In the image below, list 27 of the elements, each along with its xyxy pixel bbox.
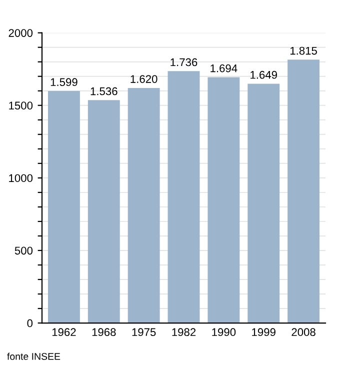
bar — [128, 88, 160, 324]
bar — [288, 60, 320, 324]
data-label: 1.736 — [170, 58, 198, 66]
bar — [48, 91, 80, 324]
x-tick-label: 1975 — [132, 328, 156, 336]
bar — [248, 84, 280, 324]
y-tick-label: 1500 — [9, 102, 33, 110]
x-tick-label: 1999 — [252, 328, 276, 336]
y-tick-label: 2000 — [8, 29, 33, 37]
x-tick-label: 1990 — [212, 328, 236, 336]
y-tick-label: 0 — [27, 319, 33, 328]
bar — [168, 71, 200, 324]
data-label: 1.599 — [50, 78, 78, 86]
y-tick-label: 1000 — [9, 174, 33, 182]
x-tick-label: 1968 — [92, 328, 116, 336]
data-label: 1.694 — [210, 64, 238, 72]
x-tick-label: 2008 — [292, 328, 316, 336]
source-note: fonte INSEE — [7, 352, 60, 360]
bar — [88, 100, 120, 324]
data-label: 1.620 — [130, 75, 158, 83]
x-tick-label: 1962 — [52, 328, 76, 336]
bar — [208, 77, 240, 324]
x-tick-label: 1982 — [172, 328, 196, 336]
data-label: 1.815 — [290, 46, 317, 55]
data-label: 1.536 — [90, 87, 118, 96]
data-label: 1.649 — [250, 70, 277, 79]
y-tick-label: 500 — [14, 246, 33, 255]
